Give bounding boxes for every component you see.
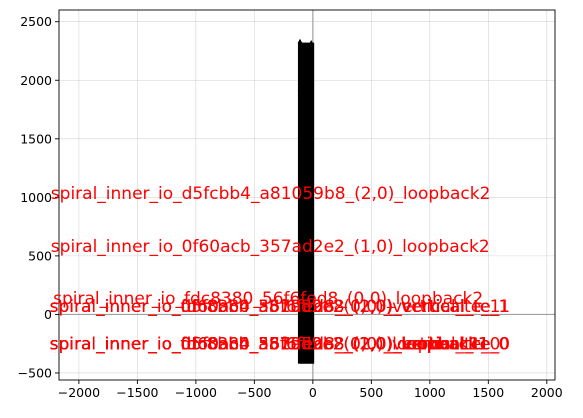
annotation-label: spiral_inner_io_fdc8380_56f6fed8_(0,0)_v…: [50, 335, 501, 355]
annotation-label: spiral_inner_io_fdc8380_56f6fed8_(0,0)_l…: [50, 335, 480, 355]
annotation-label: spiral_inner_io_d5fcbb4_a81059b8_(2,0)_v…: [50, 297, 510, 317]
x-tick-label: −500: [237, 385, 271, 400]
x-tick-label: 1000: [414, 385, 446, 400]
port-marker: [309, 82, 314, 91]
x-tick-label: 500: [359, 385, 383, 400]
port-marker: [309, 201, 314, 210]
plot-area: [297, 38, 315, 364]
annotation-labels: spiral_inner_io_d5fcbb4_a81059b8_(2,0)_l…: [50, 184, 510, 354]
annotation-label: spiral_inner_io_0f60acb_357ad2e2_(1,0)_v…: [50, 335, 510, 355]
annotation-label: spiral_inner_io_d5fcbb4_a81059b8_(2,0)_l…: [51, 184, 491, 204]
annotation-label: spiral_inner_io_fdc8380_56f6fed8_(0,0)_v…: [50, 297, 501, 317]
y-tick-label: −500: [18, 365, 52, 380]
annotation-label: spiral_inner_io_d5fcbb4_a81059b8_(2,0)_l…: [50, 335, 490, 355]
axis-ticks: −2000 −1500 −1000 −500 0 500 1000 1500 2000 −500 0…: [18, 14, 563, 400]
port-marker: [309, 39, 314, 48]
x-tick-label: −2000: [58, 385, 100, 400]
annotation-label: spiral_inner_io_0f60acb_357ad2e2_(1,0)_v…: [50, 297, 510, 317]
y-tick-label: 1500: [20, 131, 52, 146]
axes-frame: [58, 9, 556, 381]
x-tick-label: 1500: [472, 385, 504, 400]
x-tick-label: 0: [309, 385, 317, 400]
annotation-label: spiral_inner_io_0f60acb_357ad2e2_(1,0)_l…: [51, 237, 490, 257]
y-tick-label: 0: [44, 307, 52, 322]
x-tick-label: −1500: [116, 385, 158, 400]
x-tick-label: −1000: [175, 385, 217, 400]
x-tick-label: 2000: [531, 385, 563, 400]
annotation-label: spiral_inner_io_0f60acb_357ad2e2_(1,0)_l…: [50, 335, 489, 355]
y-tick-label: 1000: [20, 190, 52, 205]
y-tick-label: 2000: [20, 73, 52, 88]
port-marker: [309, 151, 314, 160]
port-marker: [297, 38, 303, 47]
y-tick-label: 2500: [20, 14, 52, 29]
port-marker: [297, 86, 303, 95]
annotation-label: spiral_inner_io_d5fcbb4_a81059b8_(2,0)_v…: [50, 335, 510, 355]
annotation-label: spiral_inner_io_fdc8380_56f6fed8_(0,0)_l…: [53, 289, 483, 309]
series-body: [299, 42, 314, 364]
y-tick-label: 500: [28, 248, 52, 263]
